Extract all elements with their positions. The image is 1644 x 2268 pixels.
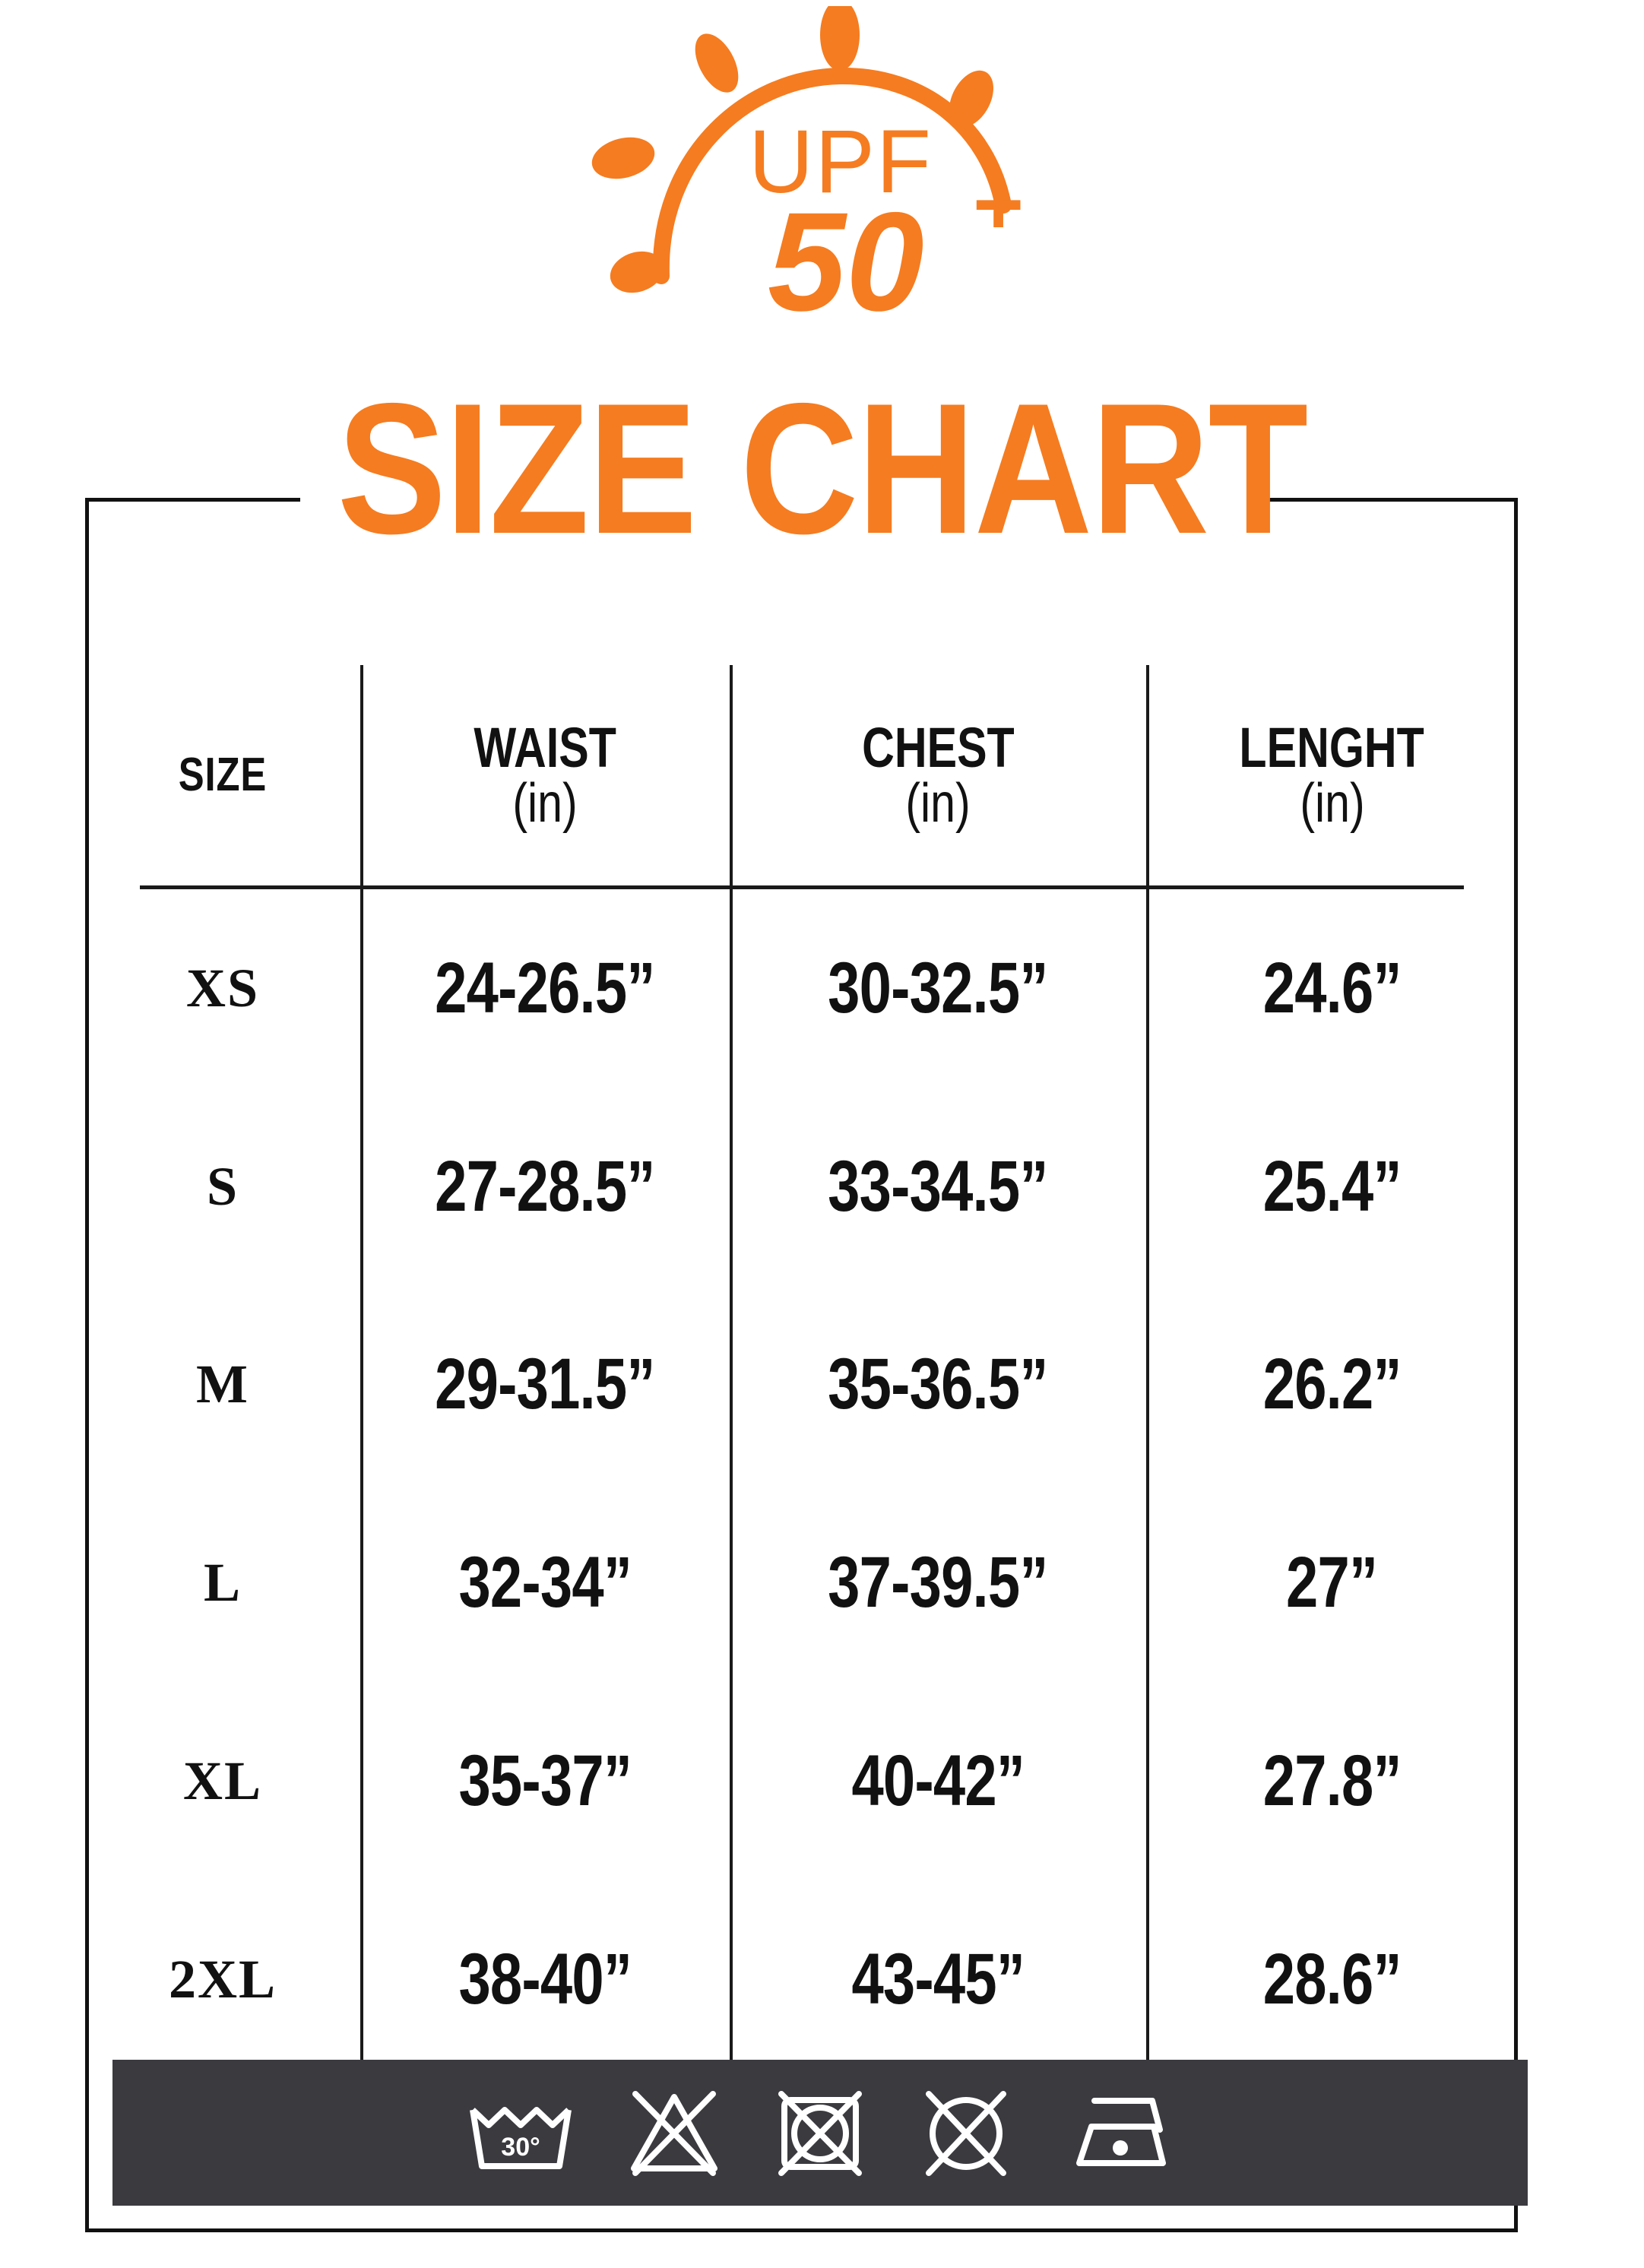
- length-value: 28.6”: [1262, 1938, 1402, 2019]
- cell-waist: 29-31.5”: [360, 1286, 730, 1484]
- svg-text:30°: 30°: [501, 2133, 540, 2162]
- size-label: XL: [182, 1750, 263, 1812]
- wash-30-icon: 30°: [464, 2087, 578, 2178]
- waist-value: 35-37”: [458, 1741, 632, 1822]
- table-row: XS 24-26.5” 30-32.5” 24.6”: [85, 889, 1518, 1088]
- do-not-tumble-dry-icon: [771, 2083, 870, 2182]
- waist-value: 32-34”: [458, 1542, 632, 1623]
- cell-length: 27.8”: [1146, 1682, 1518, 1880]
- page-title: SIZE CHART: [337, 364, 1309, 572]
- size-label: XS: [185, 957, 260, 1018]
- column-header-chest-unit: (in): [905, 773, 971, 834]
- size-chart-table: SIZE WAIST (in) CHEST (in) LENGHT (in) X…: [85, 498, 1518, 2232]
- size-label: 2XL: [168, 1948, 277, 2010]
- column-divider-1: [360, 665, 363, 2083]
- upf-logo: UPF 50 +: [578, 6, 1110, 371]
- do-not-dry-clean-icon: [917, 2083, 1015, 2182]
- waist-value: 29-31.5”: [435, 1344, 655, 1425]
- chest-value: 37-39.5”: [828, 1542, 1048, 1623]
- length-value: 25.4”: [1262, 1145, 1402, 1227]
- column-header-length-label: LENGHT: [1239, 716, 1425, 779]
- column-header-length-unit: (in): [1299, 773, 1365, 834]
- waist-value: 38-40”: [458, 1938, 632, 2019]
- column-divider-3: [1146, 665, 1149, 2083]
- column-header-chest-label: CHEST: [861, 716, 1015, 779]
- table-header-row: SIZE WAIST (in) CHEST (in) LENGHT (in): [85, 665, 1518, 885]
- cell-length: 28.6”: [1146, 1880, 1518, 2079]
- chest-value: 30-32.5”: [828, 947, 1048, 1028]
- length-value: 27.8”: [1262, 1741, 1402, 1822]
- length-value: 26.2”: [1262, 1344, 1402, 1425]
- column-header-waist-unit: (in): [512, 773, 578, 834]
- frame-title-gap: [300, 493, 1246, 509]
- cell-chest: 33-34.5”: [730, 1088, 1146, 1286]
- care-instructions-bar: 30°: [112, 2060, 1528, 2206]
- svg-text:50: 50: [768, 184, 924, 341]
- cell-waist: 24-26.5”: [360, 889, 730, 1088]
- cell-size: L: [85, 1484, 360, 1682]
- chest-value: 35-36.5”: [828, 1344, 1048, 1425]
- waist-value: 24-26.5”: [435, 947, 655, 1028]
- svg-text:UPF: UPF: [749, 112, 933, 212]
- column-header-size-label: SIZE: [178, 749, 268, 801]
- chest-value: 40-42”: [851, 1741, 1025, 1822]
- svg-text:+: +: [973, 156, 1024, 253]
- cell-chest: 37-39.5”: [730, 1484, 1146, 1682]
- table-row: M 29-31.5” 35-36.5” 26.2”: [85, 1286, 1518, 1484]
- table-row: XL 35-37” 40-42” 27.8”: [85, 1682, 1518, 1880]
- cell-length: 24.6”: [1146, 889, 1518, 1088]
- table-grid: SIZE WAIST (in) CHEST (in) LENGHT (in) X…: [85, 665, 1518, 2102]
- table-row: L 32-34” 37-39.5” 27”: [85, 1484, 1518, 1682]
- cell-size: XL: [85, 1682, 360, 1880]
- column-header-length: LENGHT (in): [1146, 665, 1518, 885]
- header-divider-rule: [140, 885, 1464, 889]
- chest-value: 43-45”: [851, 1938, 1025, 2019]
- column-header-chest: CHEST (in): [730, 665, 1146, 885]
- length-value: 24.6”: [1262, 947, 1402, 1028]
- cell-size: S: [85, 1088, 360, 1286]
- cell-waist: 35-37”: [360, 1682, 730, 1880]
- cell-waist: 27-28.5”: [360, 1088, 730, 1286]
- size-label: S: [206, 1155, 239, 1217]
- cell-chest: 35-36.5”: [730, 1286, 1146, 1484]
- cell-waist: 32-34”: [360, 1484, 730, 1682]
- cell-size: 2XL: [85, 1880, 360, 2079]
- size-label: M: [196, 1354, 249, 1415]
- length-value: 27”: [1286, 1542, 1378, 1623]
- column-header-waist-label: WAIST: [474, 716, 616, 779]
- cell-chest: 43-45”: [730, 1880, 1146, 2079]
- cell-waist: 38-40”: [360, 1880, 730, 2079]
- table-body: XS 24-26.5” 30-32.5” 24.6” S 27-28.5” 33…: [85, 889, 1518, 2079]
- chest-value: 33-34.5”: [828, 1145, 1048, 1227]
- iron-low-heat-icon: [1063, 2087, 1177, 2178]
- cell-chest: 30-32.5”: [730, 889, 1146, 1088]
- column-header-size: SIZE: [85, 665, 360, 885]
- cell-length: 27”: [1146, 1484, 1518, 1682]
- cell-size: XS: [85, 889, 360, 1088]
- column-divider-2: [730, 665, 733, 2083]
- table-row: S 27-28.5” 33-34.5” 25.4”: [85, 1088, 1518, 1286]
- column-header-waist: WAIST (in): [360, 665, 730, 885]
- do-not-bleach-icon: [625, 2083, 724, 2182]
- cell-length: 26.2”: [1146, 1286, 1518, 1484]
- table-row: 2XL 38-40” 43-45” 28.6”: [85, 1880, 1518, 2079]
- cell-length: 25.4”: [1146, 1088, 1518, 1286]
- waist-value: 27-28.5”: [435, 1145, 655, 1227]
- cell-size: M: [85, 1286, 360, 1484]
- size-label: L: [203, 1552, 242, 1614]
- cell-chest: 40-42”: [730, 1682, 1146, 1880]
